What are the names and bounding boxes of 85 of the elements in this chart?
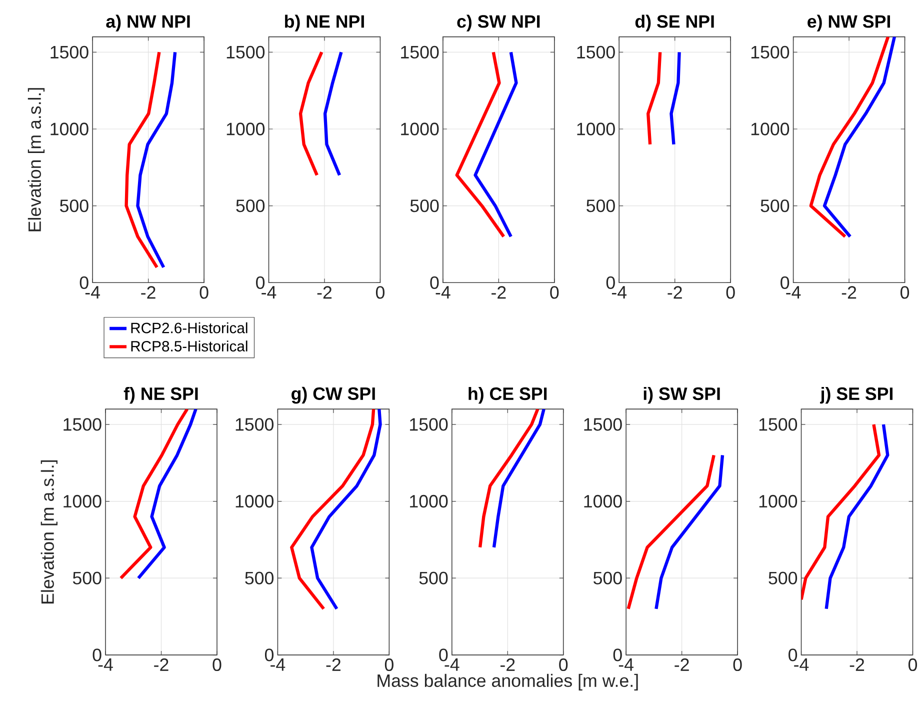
line-series — [809, 36, 890, 238]
x-tick-label: -2 — [850, 658, 864, 672]
y-tick-label: 500 — [419, 572, 448, 585]
x-tick-label: -2 — [842, 286, 856, 299]
chart-title: h) CE SPI — [468, 387, 547, 404]
y-tick-label: 500 — [245, 572, 274, 585]
y-tick-label: 500 — [594, 572, 622, 585]
y-tick-label: 500 — [60, 200, 88, 212]
x-tick-label: -2 — [500, 658, 515, 672]
y-tick-label: 500 — [768, 572, 798, 585]
line-series — [119, 409, 189, 580]
y-tick-label: 1500 — [226, 46, 265, 59]
x-tick-label: 0 — [376, 286, 384, 299]
line-series — [822, 36, 896, 238]
x-tick-label: 0 — [212, 658, 222, 672]
x-tick-label: -2 — [492, 286, 506, 299]
line-series — [455, 50, 506, 238]
x-tick-label: 0 — [726, 286, 735, 299]
x-tick-label: 0 — [384, 658, 394, 672]
legend-label: RCP8.5-Historical — [131, 340, 248, 352]
y-tick-label: 1000 — [577, 122, 615, 136]
line-series — [478, 409, 540, 550]
y-tick-label: 1000 — [226, 122, 265, 136]
line-series — [310, 409, 382, 611]
y-tick-label: 500 — [760, 200, 790, 212]
chart-title: i) SW SPI — [644, 387, 720, 404]
y-tick-label: 1500 — [401, 46, 439, 59]
y-tick-label: 1500 — [577, 46, 615, 59]
y-tick-label: 1500 — [236, 418, 274, 431]
line-series — [298, 50, 324, 177]
line-series — [323, 50, 343, 177]
chart-title: b) NE NPI — [285, 14, 364, 32]
chart-title: e) NW SPI — [808, 14, 890, 32]
line-series — [136, 50, 177, 270]
x-tick-label: -2 — [141, 286, 156, 299]
legend-label: RCP2.6-Historical — [131, 322, 248, 334]
y-tick-label: 1000 — [64, 495, 102, 508]
x-tick-label: -2 — [668, 286, 682, 299]
y-tick-label: 1500 — [584, 418, 622, 431]
line-series — [124, 50, 161, 270]
y-tick-label: 1500 — [50, 46, 88, 59]
y-tick-label: 1000 — [584, 495, 622, 508]
x-tick-label: 0 — [550, 286, 559, 299]
x-axis-title: Mass balance anomalies [m w.e.] — [378, 674, 638, 691]
y-axis-title: Elevation [m a.s.l.] — [40, 460, 58, 604]
y-tick-label: 500 — [72, 572, 102, 585]
y-tick-label: 500 — [410, 200, 439, 212]
line-series — [136, 409, 198, 580]
x-tick-label: -2 — [326, 658, 340, 672]
line-series — [801, 423, 881, 602]
y-tick-label: 500 — [236, 200, 265, 212]
x-tick-label: -2 — [154, 658, 168, 672]
chart-title: j) SE SPI — [820, 387, 892, 404]
y-tick-label: 1000 — [401, 122, 439, 136]
line-series — [474, 50, 518, 238]
chart-title: d) SE NPI — [635, 14, 714, 32]
line-series — [290, 409, 376, 611]
line-series — [654, 454, 724, 611]
line-series — [824, 423, 890, 611]
x-tick-label: -2 — [317, 286, 332, 299]
x-tick-label: 0 — [200, 286, 208, 299]
y-tick-label: 500 — [586, 200, 615, 212]
y-tick-label: 1500 — [64, 418, 102, 431]
x-tick-label: -2 — [674, 658, 689, 672]
x-tick-label: 0 — [733, 658, 742, 672]
y-tick-label: 1000 — [751, 122, 790, 136]
chart-title: a) NW NPI — [106, 14, 190, 32]
chart-title: g) CW SPI — [292, 387, 375, 404]
line-series — [492, 409, 546, 550]
chart-title: f) NE SPI — [124, 387, 198, 404]
y-tick-label: 1500 — [751, 46, 790, 59]
x-tick-label: 0 — [908, 658, 918, 672]
y-tick-label: 1000 — [410, 495, 448, 508]
chart-title: c) SW NPI — [457, 14, 540, 32]
y-tick-label: 1000 — [50, 122, 88, 136]
y-axis-title: Elevation [m a.s.l.] — [28, 88, 45, 232]
y-tick-label: 1000 — [236, 495, 274, 508]
line-series — [626, 454, 716, 611]
line-series — [646, 50, 662, 146]
line-series — [670, 50, 681, 146]
x-tick-label: 0 — [900, 286, 910, 299]
y-tick-label: 1500 — [759, 418, 798, 431]
y-tick-label: 1000 — [759, 495, 798, 508]
y-tick-label: 1500 — [410, 418, 448, 431]
x-tick-label: 0 — [559, 658, 568, 672]
